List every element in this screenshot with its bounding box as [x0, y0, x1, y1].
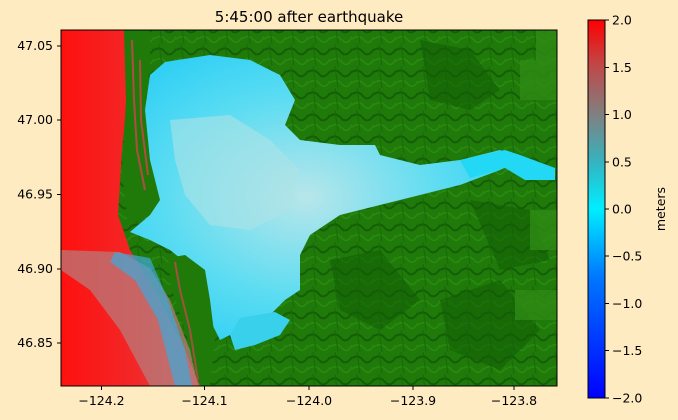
north-spit-channels	[131, 39, 149, 191]
south-channel	[230, 312, 290, 350]
y-tick-label: 47.00	[17, 112, 53, 127]
map-title: 5:45:00 after earthquake	[215, 8, 403, 26]
x-tick-label: −123.9	[390, 393, 436, 408]
coarse-grid-land	[515, 30, 557, 320]
ocean-near-inlet	[61, 250, 198, 386]
colorbar-label: meters	[653, 187, 668, 231]
y-tick-label: 46.90	[17, 261, 53, 276]
x-tick-label: −123.8	[491, 393, 537, 408]
colorbar-tick-label: −1.5	[612, 343, 642, 358]
colorbar: 2.0 1.5 1.0 0.5 0.0 −0.5 −1.0 −1.5 −2.0 …	[587, 13, 668, 406]
ocean-low-blue	[110, 252, 192, 386]
colorbar-tick-label: −2.0	[612, 391, 642, 406]
colorbar-tick-label: 2.0	[612, 13, 632, 28]
colorbar-tick-label: 1.5	[612, 60, 632, 75]
x-tick-label: −124.2	[78, 393, 124, 408]
y-tick-label: 46.85	[17, 335, 53, 350]
x-axis: −124.2 −124.1 −124.0 −123.9 −123.8	[78, 386, 537, 408]
x-tick-label: −124.0	[286, 393, 332, 408]
y-tick-label: 46.95	[17, 187, 53, 202]
plot-area	[61, 30, 557, 386]
colorbar-tick-label: 0.0	[612, 202, 632, 217]
east-channel	[460, 150, 555, 180]
colorbar-tick-label: 0.5	[612, 155, 632, 170]
hill-shading	[330, 40, 550, 370]
y-tick-label: 47.05	[17, 38, 53, 53]
bay-shallow	[170, 115, 300, 230]
colorbar-tick-label: −1.0	[612, 296, 642, 311]
south-spit-shore	[174, 261, 199, 381]
colorbar-gradient	[587, 19, 606, 399]
x-tick-label: −124.1	[181, 393, 227, 408]
colorbar-tick-label: 1.0	[612, 107, 632, 122]
y-axis: 46.85 46.90 46.95 47.00 47.05	[17, 38, 61, 350]
colorbar-tick-label: −0.5	[612, 249, 642, 264]
